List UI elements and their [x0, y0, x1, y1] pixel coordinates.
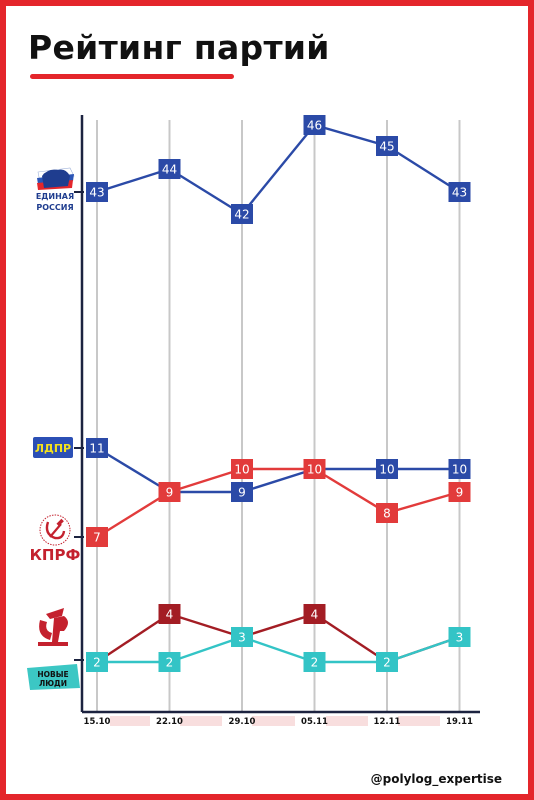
logo-ldpr: ЛДПР — [33, 437, 73, 458]
data-label-kprf: 9 — [166, 486, 174, 500]
data-marker-ldpr — [376, 459, 398, 479]
x-tick-label: 05.11 — [301, 717, 328, 727]
data-marker-kprf — [376, 503, 398, 523]
logo-er-line1: ЕДИНАЯ — [36, 192, 74, 201]
x-tick-label: 29.10 — [229, 717, 256, 727]
data-label-kprf: 10 — [307, 463, 322, 477]
bear-icon — [37, 167, 75, 190]
data-label-nl: 2 — [311, 656, 319, 670]
series-nl: 2 2 3 2 2 3 — [86, 627, 471, 672]
data-marker-nl — [448, 627, 471, 647]
data-label-er: 44 — [162, 163, 177, 177]
data-marker-sr — [303, 604, 326, 624]
logo-novye-lyudi: НОВЫЕ ЛЮДИ — [27, 664, 80, 690]
axes — [74, 115, 480, 714]
data-label-nl: 2 — [166, 656, 174, 670]
data-label-kprf: 9 — [456, 486, 464, 500]
date-bands — [110, 716, 440, 726]
logo-kprf-text: КПРФ — [30, 546, 81, 564]
x-tick-labels: 15.10 22.10 29.10 05.11 12.11 19.11 — [84, 717, 473, 727]
data-marker-kprf — [231, 459, 253, 479]
date-band-1 — [180, 716, 222, 726]
date-band-0 — [110, 716, 150, 726]
series-line-kprf — [96, 467, 460, 539]
title-underline — [30, 74, 234, 79]
data-marker-kprf — [303, 459, 326, 479]
data-marker-er — [376, 136, 398, 156]
logo-er-line2: РОССИЯ — [36, 203, 73, 212]
logo-ldpr-text: ЛДПР — [35, 442, 71, 455]
logo-edinaya-rossiya: ЕДИНАЯ РОССИЯ — [36, 167, 75, 212]
data-marker-nl — [376, 652, 398, 672]
data-marker-nl — [158, 652, 181, 672]
x-tick-label: 19.11 — [446, 717, 473, 727]
hammer-sickle-icon — [39, 514, 71, 546]
data-marker-sr — [158, 604, 181, 624]
data-marker-nl — [231, 627, 253, 647]
series-line-er — [96, 123, 461, 216]
x-tick-label: 12.11 — [374, 717, 401, 727]
data-marker-er — [303, 115, 326, 135]
data-label-kprf: 10 — [234, 463, 249, 477]
data-label-nl: 2 — [93, 656, 101, 670]
data-marker-kprf — [448, 482, 471, 502]
data-marker-nl — [86, 652, 108, 672]
data-label-ldpr: 11 — [89, 442, 104, 456]
series-line-nl — [97, 635, 460, 664]
date-band-3 — [326, 716, 368, 726]
data-marker-ldpr — [448, 459, 471, 479]
x-tick-label: 15.10 — [84, 717, 111, 727]
data-marker-er — [231, 204, 253, 224]
data-marker-kprf — [158, 482, 181, 502]
data-marker-er — [86, 182, 108, 202]
data-label-nl: 3 — [456, 631, 464, 645]
data-label-nl: 3 — [238, 631, 246, 645]
data-label-er: 46 — [307, 119, 322, 133]
data-marker-er — [448, 182, 471, 202]
data-label-sr: 4 — [166, 608, 174, 622]
data-marker-er — [158, 159, 181, 179]
ldpr-badge — [33, 437, 73, 458]
logo-sr: СР — [38, 608, 68, 646]
data-marker-ldpr — [231, 482, 253, 502]
data-label-er: 43 — [89, 186, 104, 200]
data-label-er: 43 — [452, 186, 467, 200]
logo-kprf: КПРФ — [30, 514, 81, 564]
data-label-ldpr: 10 — [452, 463, 467, 477]
data-marker-ldpr — [86, 438, 108, 458]
logo-nl-line2: ЛЮДИ — [39, 679, 67, 688]
series-er: 43 44 42 46 45 43 — [86, 115, 471, 224]
data-label-ldpr: 10 — [379, 463, 394, 477]
series-line-ldpr — [96, 446, 460, 494]
series-kprf: 7 9 10 10 8 9 — [86, 459, 471, 547]
date-band-2 — [252, 716, 295, 726]
data-label-er: 42 — [234, 208, 249, 222]
data-label-kprf: 7 — [93, 531, 101, 545]
data-label-ldpr: 9 — [238, 486, 246, 500]
page-title: Рейтинг партий — [28, 28, 330, 67]
data-label-nl: 2 — [383, 656, 391, 670]
logo-nl-line1: НОВЫЕ — [37, 670, 68, 679]
series-lines: 4344424645431199101010791010892434232232… — [86, 115, 471, 672]
x-tick-label: 22.10 — [156, 717, 183, 727]
watermark: @polylog_expertise — [370, 772, 502, 786]
data-label-kprf: 8 — [383, 507, 391, 521]
data-label-er: 45 — [379, 140, 394, 154]
sr-emblem-icon — [38, 608, 68, 646]
date-band-4 — [398, 716, 440, 726]
data-marker-nl — [303, 652, 326, 672]
data-marker-kprf — [86, 527, 108, 547]
data-label-sr: 4 — [311, 608, 319, 622]
nl-badge — [27, 664, 80, 690]
party-logos: ЕДИНАЯ РОССИЯ ЛДПР КПРФ — [27, 167, 81, 690]
gridlines — [96, 120, 461, 712]
